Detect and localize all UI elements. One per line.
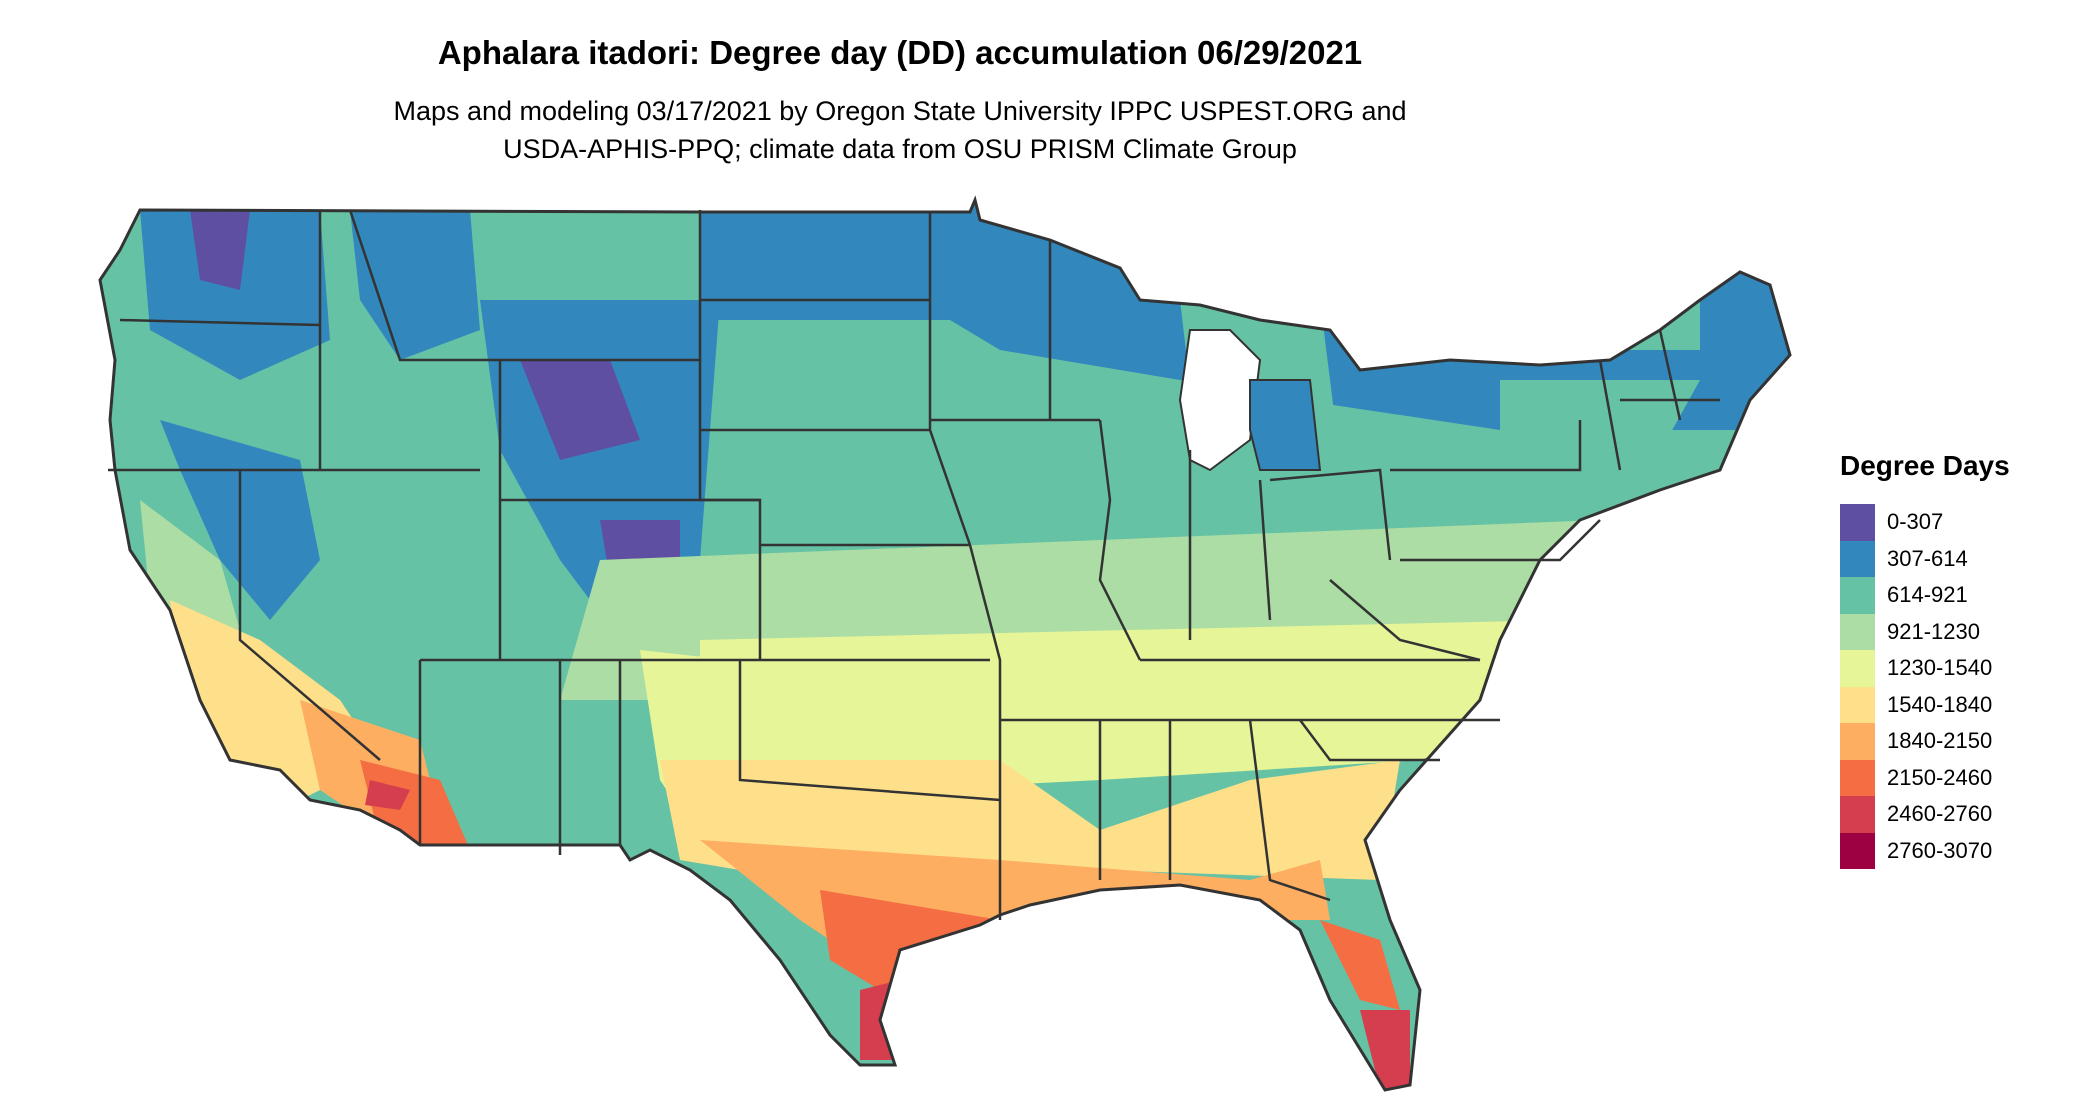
legend-swatch (1840, 577, 1875, 614)
legend-label: 2460-2760 (1887, 801, 1993, 827)
legend-title: Degree Days (1840, 450, 2010, 481)
lake-michigan (1178, 329, 1262, 472)
legend-label: 307-614 (1887, 545, 1968, 571)
legend-swatch (1840, 723, 1875, 760)
legend-item: 2150-2460 (1840, 759, 2090, 796)
legend-swatch (1840, 796, 1875, 833)
subtitle-line-1: Maps and modeling 03/17/2021 by Oregon S… (393, 96, 1407, 126)
legend-swatch (1840, 650, 1875, 687)
legend-item: 1540-1840 (1840, 686, 2090, 723)
legend: Degree Days 0-307 307-614 614-921 921-12… (1840, 450, 2090, 869)
legend-label: 1540-1840 (1887, 691, 1993, 717)
subtitle-line-2: USDA-APHIS-PPQ; climate data from OSU PR… (503, 134, 1297, 164)
state-borders (108, 209, 1720, 920)
legend-label: 2150-2460 (1887, 764, 1993, 790)
map-title: Aphalara itadori: Degree day (DD) accumu… (437, 34, 1363, 71)
legend-swatch (1840, 759, 1875, 796)
legend-swatch (1840, 832, 1875, 869)
map-subtitle: Maps and modeling 03/17/2021 by Oregon S… (0, 92, 1800, 168)
legend-item: 307-614 (1840, 540, 2090, 577)
legend-label: 0-307 (1887, 509, 1944, 535)
legend-item: 2460-2760 (1840, 796, 2090, 833)
legend-item: 614-921 (1840, 577, 2090, 614)
legend-label: 2760-3070 (1887, 837, 1993, 863)
legend-label: 614-921 (1887, 582, 1968, 608)
legend-swatch (1840, 504, 1875, 541)
legend-item: 921-1230 (1840, 613, 2090, 650)
legend-label: 1230-1540 (1887, 655, 1993, 681)
legend-swatch (1840, 686, 1875, 723)
legend-swatch (1840, 613, 1875, 650)
legend-label: 1840-2150 (1887, 728, 1993, 754)
legend-label: 921-1230 (1887, 618, 1980, 644)
legend-swatch (1840, 540, 1875, 577)
us-outline (98, 195, 1792, 1092)
michigan-lower (1249, 379, 1322, 471)
legend-item: 1840-2150 (1840, 723, 2090, 760)
legend-item: 1230-1540 (1840, 650, 2090, 687)
legend-item: 0-307 (1840, 504, 2090, 541)
legend-item: 2760-3070 (1840, 832, 2090, 869)
